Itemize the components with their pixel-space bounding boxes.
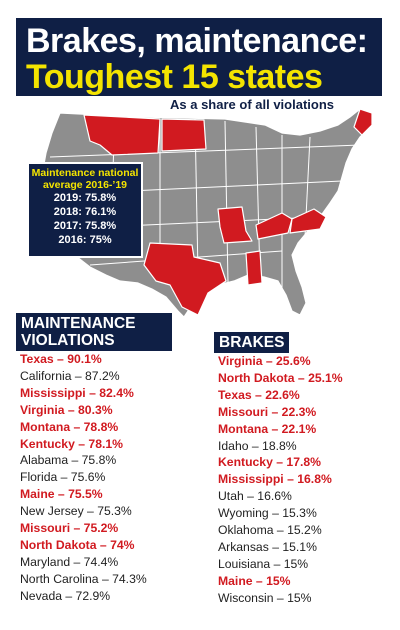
maintenance-row: North Dakota – 74%: [20, 537, 135, 552]
maintenance-row: Kentucky – 78.1%: [20, 436, 123, 451]
national-average-row: 2018: 76.1%: [53, 206, 117, 218]
brakes-row: Mississippi – 16.8%: [218, 472, 332, 487]
maintenance-row: Florida – 75.6%: [20, 470, 106, 485]
maintenance-row: Virginia – 80.3%: [20, 402, 113, 417]
maintenance-row: California – 87.2%: [20, 368, 120, 383]
maintenance-row: New Jersey – 75.3%: [20, 504, 132, 519]
state-virginia: [289, 208, 327, 234]
brakes-row: Louisiana – 15%: [218, 556, 309, 571]
brakes-row: Kentucky – 17.8%: [218, 455, 321, 470]
brakes-row: Oklahoma – 15.2%: [218, 523, 322, 538]
brakes-row: Montana – 22.1%: [218, 421, 317, 436]
brakes-row: Wyoming – 15.3%: [218, 506, 317, 521]
subtitle: As a share of all violations: [170, 97, 334, 112]
maintenance-header: MAINTENANCE VIOLATIONS: [16, 313, 172, 351]
title-line-2: Toughest 15 states: [26, 58, 323, 96]
maintenance-row: Nevada – 72.9%: [20, 588, 111, 603]
maintenance-row: Missouri – 75.2%: [20, 521, 119, 536]
maintenance-row: North Carolina – 74.3%: [20, 571, 147, 586]
state-montana: [83, 114, 161, 156]
title-line-1: Brakes, maintenance:: [26, 22, 368, 60]
title-banner: Brakes, maintenance: Toughest 15 states: [16, 18, 382, 96]
maintenance-row: Alabama – 75.8%: [20, 453, 117, 468]
brakes-row: Wisconsin – 15%: [218, 590, 312, 605]
brakes-row: Texas – 22.6%: [218, 387, 300, 402]
maintenance-row: Mississippi – 82.4%: [20, 385, 134, 400]
brakes-list: Virginia – 25.6% North Dakota – 25.1% Texa…: [218, 353, 343, 607]
brakes-row: Missouri – 22.3%: [218, 404, 317, 419]
national-average-row: 2017: 75.8%: [53, 220, 117, 232]
brakes-row: Arkansas – 15.1%: [218, 539, 317, 554]
state-maine: [353, 108, 373, 136]
maintenance-list: Texas – 90.1% California – 87.2% Mississip…: [20, 351, 147, 605]
national-average-row: 2019: 75.8%: [53, 192, 117, 204]
national-average-row: 2016: 75%: [58, 234, 112, 246]
state-north-dakota: [161, 118, 207, 152]
maintenance-row: Maine – 75.5%: [20, 487, 103, 502]
brakes-row: Utah – 16.6%: [218, 489, 292, 504]
state-kentucky: [255, 212, 293, 240]
brakes-row: Idaho – 18.8%: [218, 438, 297, 453]
maintenance-row: Maryland – 74.4%: [20, 554, 119, 569]
us-mainland: [41, 108, 373, 318]
national-average-box: Maintenance national average 2016-’19 20…: [27, 162, 143, 258]
brakes-row: Virginia – 25.6%: [218, 354, 311, 368]
state-missouri: [217, 206, 253, 244]
maintenance-row: Texas – 90.1%: [20, 352, 102, 366]
state-texas: [143, 242, 227, 316]
brakes-row: North Dakota – 25.1%: [218, 370, 343, 385]
national-average-title: Maintenance national average 2016-’19: [31, 167, 139, 191]
brakes-header: BRAKES: [214, 332, 290, 353]
state-mississippi: [245, 250, 263, 286]
brakes-row: Maine – 15%: [218, 573, 291, 588]
maintenance-row: Montana – 78.8%: [20, 419, 119, 434]
